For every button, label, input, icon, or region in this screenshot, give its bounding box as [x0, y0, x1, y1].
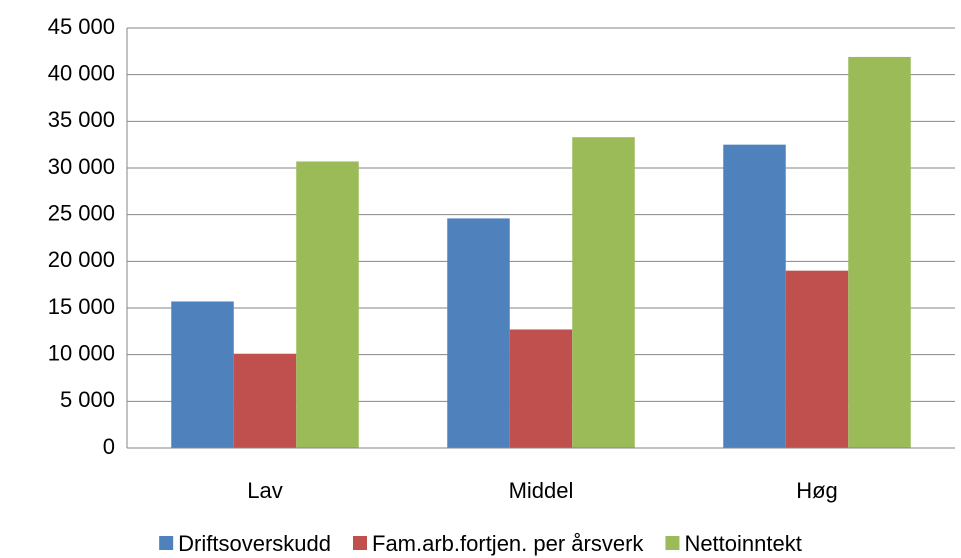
bar	[848, 56, 911, 448]
legend-swatch	[159, 536, 174, 550]
legend-label: Nettoinntekt	[684, 531, 801, 556]
y-tick-label: 45 000	[48, 14, 115, 39]
x-tick-label: Lav	[247, 478, 282, 503]
x-tick-label: Middel	[509, 478, 574, 503]
legend-label: Driftsoverskudd	[178, 531, 331, 556]
bar	[785, 270, 849, 448]
y-tick-label: 5 000	[60, 387, 115, 412]
y-tick-label: 30 000	[48, 154, 115, 179]
legend-swatch	[665, 536, 680, 550]
y-tick-label: 20 000	[48, 247, 115, 272]
y-tick-label: 25 000	[48, 200, 115, 225]
y-tick-label: 0	[103, 434, 115, 459]
bar	[509, 329, 573, 448]
bar	[723, 144, 786, 448]
legend-swatch	[353, 536, 367, 550]
bar	[171, 301, 234, 448]
y-tick-label: 40 000	[48, 60, 115, 85]
x-tick-label: Høg	[796, 478, 838, 503]
bar	[447, 218, 510, 448]
bar	[572, 137, 635, 448]
y-tick-label: 10 000	[48, 340, 115, 365]
bar	[233, 353, 297, 448]
y-tick-label: 35 000	[48, 107, 115, 132]
y-tick-label: 15 000	[48, 294, 115, 319]
bar	[296, 161, 359, 448]
legend-label: Fam.arb.fortjen. per årsverk	[372, 531, 644, 556]
